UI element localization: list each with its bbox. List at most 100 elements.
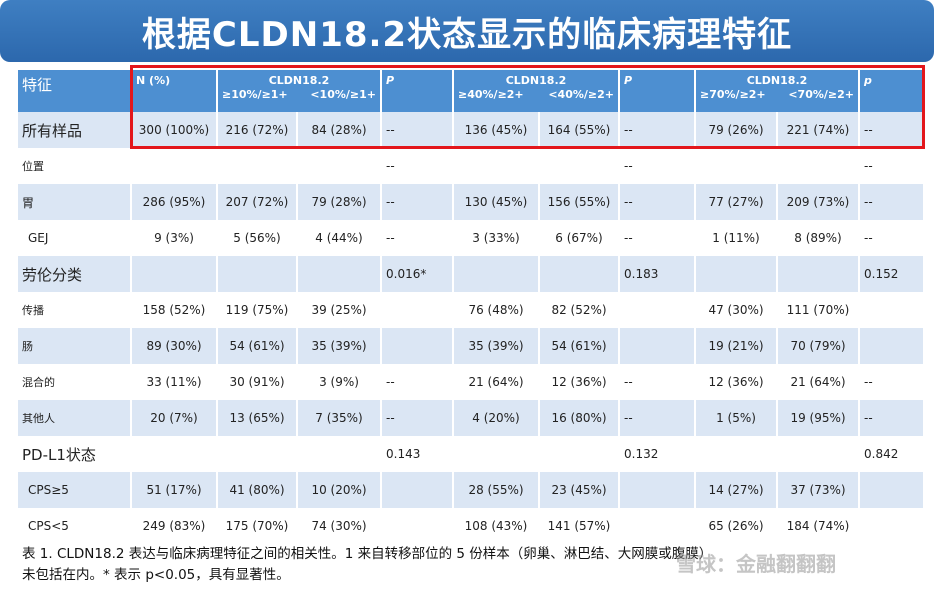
header-group-3: CLDN18.2 ≥70%/≥2+ <70%/≥2+ xyxy=(694,70,859,112)
cell-value: 19 (21%) xyxy=(694,328,777,364)
cell-value: 19 (95%) xyxy=(776,400,859,436)
cell-value xyxy=(776,436,859,472)
row-label: 劳伦分类 xyxy=(16,256,131,292)
header-group-1-p: P xyxy=(380,70,453,112)
table-row: 劳伦分类 0.016* 0.183 0.152 xyxy=(16,256,923,292)
cell-value: 35 (39%) xyxy=(452,328,539,364)
table-row: GEJ 9 (3%) 5 (56%) 4 (44%) -- 3 (33%) 6 (67%) -… xyxy=(16,220,923,256)
cell-p-value: -- xyxy=(618,400,695,436)
cell-value: 7 (35%) xyxy=(296,400,381,436)
cell-p-value xyxy=(618,292,695,328)
cell-value: 8 (89%) xyxy=(776,220,859,256)
cell-value xyxy=(216,148,297,184)
cell-value: 35 (39%) xyxy=(296,328,381,364)
table-row: CPS≥5 51 (17%) 41 (80%) 10 (20%) 28 (55%) 23 … xyxy=(16,472,923,508)
cell-value xyxy=(538,148,619,184)
row-label: 其他人 xyxy=(16,400,131,436)
cell-value xyxy=(296,256,381,292)
cell-value: 37 (73%) xyxy=(776,472,859,508)
header-group-3-lo: <70%/≥2+ xyxy=(788,88,854,101)
cell-value: 84 (28%) xyxy=(296,112,381,148)
cell-p-value: 0.842 xyxy=(858,436,923,472)
cell-p-value: -- xyxy=(380,112,453,148)
cell-p-value: -- xyxy=(618,220,695,256)
cell-value xyxy=(452,256,539,292)
cell-value: 76 (48%) xyxy=(452,292,539,328)
table-row: CPS<5 249 (83%) 175 (70%) 74 (30%) 108 (43%)… xyxy=(16,508,923,544)
table-row: 肠 89 (30%) 54 (61%) 35 (39%) 35 (39%) 54 (61%… xyxy=(16,328,923,364)
cell-value: 119 (75%) xyxy=(216,292,297,328)
cell-p-value xyxy=(380,472,453,508)
table-row: PD-L1状态 0.143 0.132 0.842 xyxy=(16,436,923,472)
cell-p-value xyxy=(618,508,695,544)
cell-p-value: -- xyxy=(858,148,923,184)
cell-n: 286 (95%) xyxy=(130,184,217,220)
cell-p-value: -- xyxy=(380,364,453,400)
cell-n xyxy=(130,148,217,184)
header-group-2-hi: ≥40%/≥2+ xyxy=(458,88,524,101)
cell-value: 54 (61%) xyxy=(216,328,297,364)
cell-n: 249 (83%) xyxy=(130,508,217,544)
cell-p-value: 0.016* xyxy=(380,256,453,292)
cell-value: 14 (27%) xyxy=(694,472,777,508)
cell-p-value: -- xyxy=(618,184,695,220)
cell-value xyxy=(216,256,297,292)
cell-n: 9 (3%) xyxy=(130,220,217,256)
cell-value: 141 (57%) xyxy=(538,508,619,544)
row-label: PD-L1状态 xyxy=(16,436,131,472)
cell-value: 12 (36%) xyxy=(694,364,777,400)
cell-p-value: -- xyxy=(858,364,923,400)
cell-n xyxy=(130,256,217,292)
cell-p-value xyxy=(618,328,695,364)
header-group-2-p: P xyxy=(618,70,695,112)
title-banner: 根据CLDN18.2状态显示的临床病理特征 xyxy=(0,0,934,62)
cell-p-value: -- xyxy=(618,364,695,400)
cell-p-value xyxy=(380,508,453,544)
cell-value xyxy=(452,436,539,472)
header-group-2: CLDN18.2 ≥40%/≥2+ <40%/≥2+ xyxy=(452,70,619,112)
cell-value: 1 (11%) xyxy=(694,220,777,256)
row-label: CPS<5 xyxy=(16,508,131,544)
cell-n: 158 (52%) xyxy=(130,292,217,328)
row-label: CPS≥5 xyxy=(16,472,131,508)
watermark: 雪球：金融翻翻翻 xyxy=(676,552,836,576)
cell-n: 33 (11%) xyxy=(130,364,217,400)
cell-value: 136 (45%) xyxy=(452,112,539,148)
table-caption: 表 1. CLDN18.2 表达与临床病理特征之间的相关性。1 来自转移部位的 … xyxy=(22,544,922,586)
cell-p-value: -- xyxy=(618,112,695,148)
cell-value: 30 (91%) xyxy=(216,364,297,400)
cell-value xyxy=(538,256,619,292)
cell-value xyxy=(216,436,297,472)
cell-value: 79 (26%) xyxy=(694,112,777,148)
cell-value: 21 (64%) xyxy=(452,364,539,400)
cell-value: 207 (72%) xyxy=(216,184,297,220)
cell-value xyxy=(296,436,381,472)
cell-value xyxy=(452,148,539,184)
table-row: 位置 -- -- -- xyxy=(16,148,923,184)
table-body: 所有样品 300 (100%) 216 (72%) 84 (28%) -- 136 (45… xyxy=(16,112,923,544)
cell-value: 12 (36%) xyxy=(538,364,619,400)
header-group-2-lo: <40%/≥2+ xyxy=(548,88,614,101)
cell-p-value: 0.132 xyxy=(618,436,695,472)
header-group-3-hi: ≥70%/≥2+ xyxy=(700,88,766,101)
cell-value: 108 (43%) xyxy=(452,508,539,544)
table-row: 胃 286 (95%) 207 (72%) 79 (28%) -- 130 (45%) 15… xyxy=(16,184,923,220)
caption-line-1: 表 1. CLDN18.2 表达与临床病理特征之间的相关性。1 来自转移部位的 … xyxy=(22,546,713,562)
cell-value xyxy=(776,148,859,184)
cell-value: 65 (26%) xyxy=(694,508,777,544)
clinicopathology-table: 特征 N (%) CLDN18.2 ≥10%/≥1+ <10%/≥1+ P CLD… xyxy=(16,70,923,544)
cell-p-value: -- xyxy=(858,112,923,148)
row-label: 传播 xyxy=(16,292,131,328)
cell-n: 51 (17%) xyxy=(130,472,217,508)
cell-n: 89 (30%) xyxy=(130,328,217,364)
cell-value: 16 (80%) xyxy=(538,400,619,436)
cell-value: 47 (30%) xyxy=(694,292,777,328)
cell-p-value xyxy=(858,508,923,544)
cell-value: 28 (55%) xyxy=(452,472,539,508)
cell-value: 175 (70%) xyxy=(216,508,297,544)
cell-value xyxy=(538,436,619,472)
cell-n xyxy=(130,436,217,472)
slide-title: 根据CLDN18.2状态显示的临床病理特征 xyxy=(141,14,793,55)
table-row: 其他人 20 (7%) 13 (65%) 7 (35%) -- 4 (20%) 16 (80… xyxy=(16,400,923,436)
header-group-3-p: p xyxy=(858,70,923,112)
